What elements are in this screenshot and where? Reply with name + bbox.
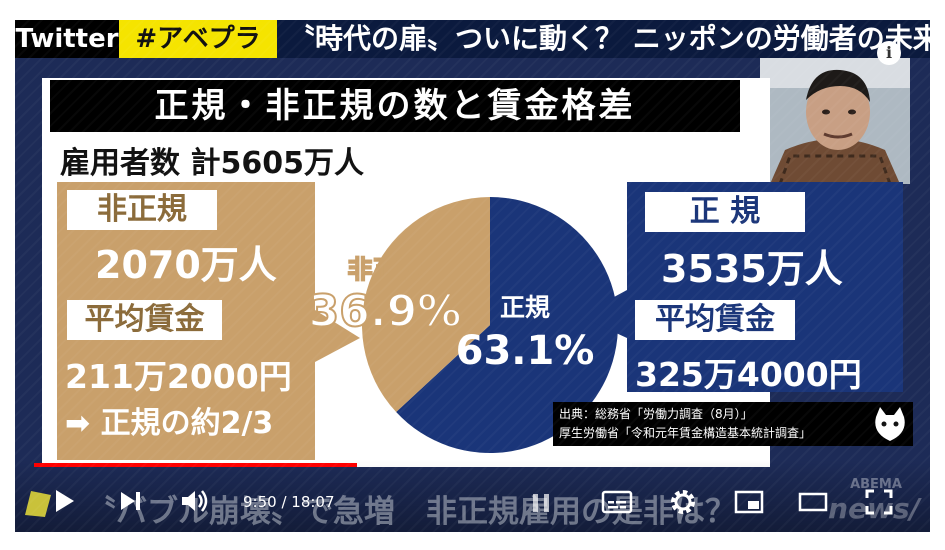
twitter-tag: Twitter [15,20,119,58]
regular-count: 3535万人 [661,247,843,291]
non-regular-count: 2070万人 [95,243,277,287]
non-regular-panel: 非正規 2070万人 平均賃金 211万2000円 ➡ 正規の約2/3 [57,182,315,460]
theater-icon[interactable] [797,487,829,517]
play-icon[interactable] [49,486,79,516]
regular-wage: 325万4000円 [635,355,862,394]
pie-label-regular: 正規 [500,293,550,322]
pie-label-non-regular: 非正規 [347,255,422,284]
regular-wage-label: 平均賃金 [635,300,795,340]
regular-callout-pointer [579,290,627,338]
subtitles-icon[interactable] [601,487,633,517]
svg-text:news/: news/ [828,492,922,525]
pie-value-non-regular: 36.9% [309,286,462,337]
gear-icon[interactable] [667,486,699,518]
video-frame[interactable]: Twitter #アベプラ 〝時代の扉〟ついに動く？ ニッポンの労働者の未来 i… [15,20,930,532]
channel-flag-icon [21,485,55,519]
board-title: 正規・非正規の数と賃金格差 [50,80,740,132]
abema-news-watermark: ABEMA news/ [826,470,926,526]
source-citation: 出典：総務省「労働力調査（8月）」 厚生労働省「令和元年賃金構造基本統計調査」 [553,402,913,446]
pause-icon [528,490,554,516]
player-controls-bar [15,460,930,532]
non-regular-wage: 211万2000円 [65,357,292,396]
next-icon[interactable] [115,486,145,516]
progress-bar[interactable] [34,463,632,467]
abema-mascot-icon [870,403,910,445]
source-line-1: 出典：総務省「労働力調査（8月）」 [559,407,753,421]
non-regular-callout-pointer [315,310,360,362]
non-regular-ratio-note: ➡ 正規の約2/3 [65,406,274,441]
pie-slice-regular [396,197,619,453]
hashtag-tag: #アベプラ [119,20,277,58]
employment-pie-chart: 非正規 36.9% 正規 63.1% [308,197,627,453]
pie-value-regular: 63.1% [456,328,595,374]
non-regular-wage-label: 平均賃金 [67,300,222,340]
non-regular-label: 非正規 [67,190,217,230]
headline-banner: 〝時代の扉〟ついに動く？ ニッポンの労働者の未来 [277,20,930,58]
svg-text:ABEMA: ABEMA [850,477,902,492]
volume-icon[interactable] [179,486,211,516]
time-display: 9:50 / 18:07 [243,493,335,511]
pie-slice-non-regular [362,197,490,413]
guest-inset-video [760,58,910,184]
progress-played [34,463,357,467]
miniplayer-icon[interactable] [733,487,765,517]
regular-label: 正 規 [645,192,805,232]
source-line-2: 厚生労働省「令和元年賃金構造基本統計調査」 [559,426,812,440]
total-employees: 雇用者数 計5605万人 [60,146,364,181]
fullscreen-icon[interactable] [863,487,895,517]
info-icon[interactable]: i [877,41,901,65]
regular-panel: 正 規 3535万人 平均賃金 325万4000円 [627,182,903,394]
